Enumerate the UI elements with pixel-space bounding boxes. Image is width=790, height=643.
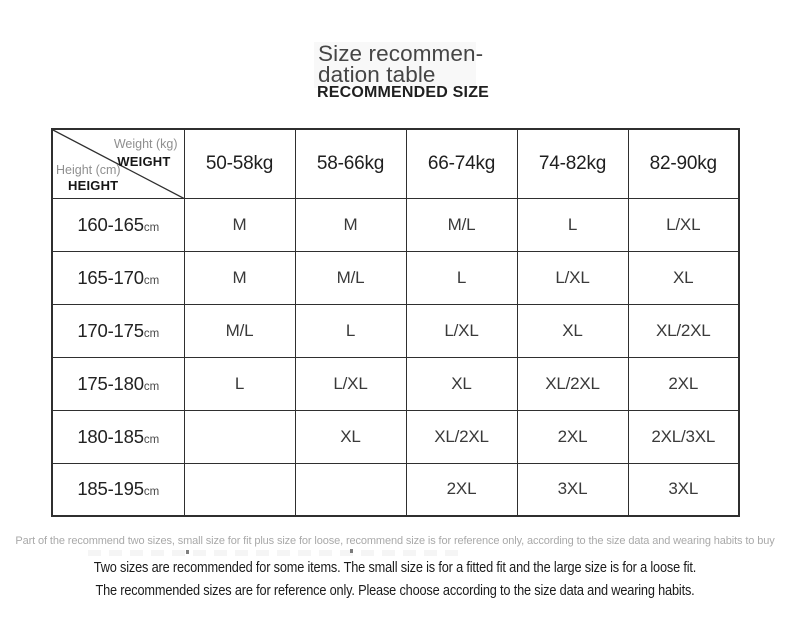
size-table: Weight (kg) WEIGHT Height (cm) HEIGHT 50… [51,128,740,517]
bottom-note-line-1: Two sizes are recommended for some items… [93,559,697,576]
height-range: 180-185 [77,425,144,447]
size-cell: 2XL/3XL [627,409,740,464]
weight-bold-label: WEIGHT [117,154,171,169]
size-cell: L [516,197,629,252]
size-cell: XL [405,356,518,411]
size-cell: XL/2XL [405,409,518,464]
height-row-header: 165-170cm [51,250,185,305]
ink-speck [350,549,353,553]
size-cell: L [294,303,407,358]
height-unit: cm [143,327,160,340]
size-cell: M/L [183,303,296,358]
height-bold-label: HEIGHT [68,178,119,193]
size-cell: XL [294,409,407,464]
height-range: 175-180 [77,372,144,394]
size-cell: M [294,197,407,252]
ink-speck [186,550,189,554]
size-cell: L/XL [516,250,629,305]
size-cell: XL/2XL [627,303,740,358]
weight-column-header: 82-90kg [627,128,740,199]
weight-column-header: 58-66kg [294,128,407,199]
subtitle-recommended-size: RECOMMENDED SIZE [316,84,490,101]
size-cell: L/XL [627,197,740,252]
height-row-header: 160-165cm [51,197,185,252]
table-row: 165-170cm M M/L L L/XL XL [51,250,740,305]
height-range: 170-175 [77,319,144,341]
corner-cell: Weight (kg) WEIGHT Height (cm) HEIGHT [51,128,185,199]
height-range: 160-165 [77,213,144,235]
size-cell: M [183,197,296,252]
height-row-header: 180-185cm [51,409,185,464]
title-highlight-box [314,42,476,88]
title-line-2: dation table [318,61,436,87]
height-row-header: 175-180cm [51,356,185,411]
size-cell: 3XL [627,462,740,517]
table-row: 160-165cm M M M/L L L/XL [51,197,740,252]
height-unit: cm [143,486,160,499]
height-unit: cm [143,380,160,393]
weight-column-header: 74-82kg [516,128,629,199]
weight-column-header: 66-74kg [405,128,518,199]
weight-kg-label: Weight (kg) [113,137,178,151]
height-unit: cm [143,274,160,287]
diagonal-divider-line [53,130,185,199]
height-range: 165-170 [77,266,144,288]
size-cell [294,462,407,517]
size-cell: L [405,250,518,305]
bottom-notes: Two sizes are recommended for some items… [59,556,731,602]
size-cell: L/XL [405,303,518,358]
size-cell: M [183,250,296,305]
height-unit: cm [143,433,160,446]
height-cm-label: Height (cm) [56,163,121,177]
header-row: Weight (kg) WEIGHT Height (cm) HEIGHT 50… [51,128,740,199]
height-row-header: 185-195cm [51,462,185,517]
faint-text-artifact [88,550,464,556]
height-range: 185-195 [77,478,144,500]
size-cell: 3XL [516,462,629,517]
table-row: 185-195cm 2XL 3XL 3XL [51,462,740,517]
size-cell: 2XL [516,409,629,464]
page-title: Size recommen- dation table [318,41,484,87]
size-cell: M/L [405,197,518,252]
height-unit: cm [143,221,160,234]
size-cell: 2XL [405,462,518,517]
size-cell: L [183,356,296,411]
weight-column-header: 50-58kg [183,128,296,199]
height-row-header: 170-175cm [51,303,185,358]
size-cell: 2XL [627,356,740,411]
size-cell: XL [516,303,629,358]
size-cell: M/L [294,250,407,305]
table-row: 180-185cm XL XL/2XL 2XL 2XL/3XL [51,409,740,464]
size-cell: L/XL [294,356,407,411]
bottom-note-line-2: The recommended sizes are for reference … [95,582,695,599]
table-row: 170-175cm M/L L L/XL XL XL/2XL [51,303,740,358]
table-row: 175-180cm L L/XL XL XL/2XL 2XL [51,356,740,411]
size-cell: XL/2XL [516,356,629,411]
size-cell [183,462,296,517]
size-cell: XL [627,250,740,305]
title-line-1: Size recommen- [318,41,484,66]
size-cell [183,409,296,464]
gray-disclaimer-line: Part of the recommend two sizes, small s… [15,535,775,547]
